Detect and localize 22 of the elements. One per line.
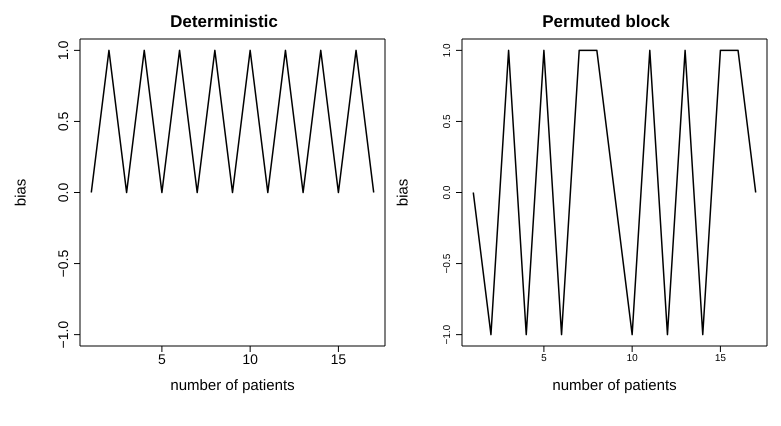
- y-tick-label: 1.0: [55, 40, 71, 60]
- y-tick-label: −0.5: [55, 250, 71, 278]
- y-tick-label: 0.5: [55, 111, 71, 132]
- y-tick-label: 0.5: [442, 114, 453, 128]
- x-tick-label: 5: [158, 350, 166, 367]
- x-tick-label: 15: [714, 353, 726, 364]
- y-tick-label: 0.0: [442, 185, 453, 200]
- chart-title: Deterministic: [169, 12, 279, 32]
- y-axis-title: bias: [12, 178, 30, 206]
- x-axis-title: number of patients: [552, 377, 677, 394]
- y-tick-label: −1.0: [55, 320, 71, 348]
- y-tick-label: −0.5: [442, 253, 453, 274]
- x-axis-title: number of patients: [170, 377, 295, 394]
- y-tick-label: −1.0: [442, 324, 453, 345]
- x-tick-label: 10: [626, 353, 638, 364]
- chart-title: Permuted block: [541, 12, 671, 32]
- y-tick-label: 1.0: [442, 42, 453, 58]
- y-axis-title: bias: [394, 178, 412, 206]
- y-tick-label: 0.0: [55, 182, 71, 202]
- x-tick-label: 5: [541, 353, 548, 364]
- x-tick-label: 10: [242, 350, 258, 367]
- x-tick-label: 15: [330, 350, 346, 367]
